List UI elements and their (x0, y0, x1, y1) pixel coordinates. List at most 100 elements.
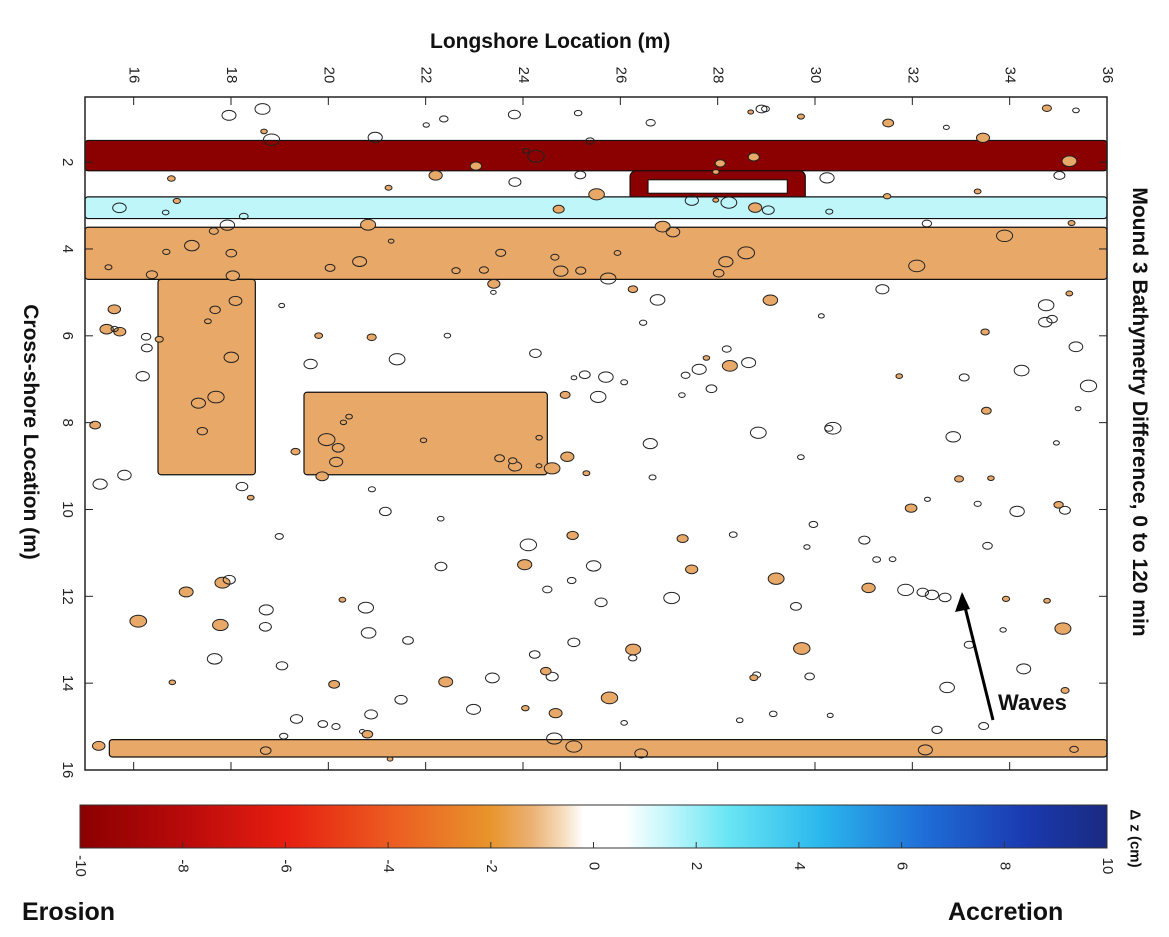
contour-speckle (1043, 597, 1051, 604)
contour-speckle (104, 264, 113, 271)
contour-speckle (519, 538, 538, 552)
contour-speckle (238, 212, 249, 220)
contour-speckle (803, 544, 811, 550)
contour-speckle (204, 318, 212, 325)
contour-speckle (550, 253, 560, 261)
contour-speckle (565, 740, 583, 753)
contour-speckle (712, 268, 725, 278)
contour-speckle (328, 679, 341, 689)
contour-speckle (897, 583, 915, 597)
y-tick-label: 2 (59, 158, 76, 166)
contour-speckle (428, 170, 443, 181)
contour-speckle (1074, 406, 1082, 412)
contour-speckle (278, 302, 286, 309)
contour-speckle (317, 433, 336, 447)
contour-speckle (654, 220, 671, 233)
contour-speckle (945, 431, 961, 443)
contour-speckle (705, 384, 718, 394)
contour-speckle (167, 175, 176, 182)
contour-speckle (908, 259, 926, 273)
x-tick-label: 34 (1002, 67, 1019, 84)
colorbar-tick-label: 0 (586, 862, 603, 870)
contour-speckle (714, 159, 726, 168)
contour-speckle (303, 358, 318, 370)
colorbar-ticks: -10 -8 -6 -4 -2 0 2 4 6 8 10 (72, 842, 1116, 877)
contour-speckle (258, 604, 274, 616)
contour-speckle (628, 654, 638, 662)
contour-speckle (553, 265, 569, 277)
contour-speckle (638, 319, 648, 326)
contour-speckle (92, 478, 108, 490)
y-tick-label: 14 (59, 675, 76, 692)
contour-speckle (208, 227, 219, 235)
contour-speckle (768, 710, 778, 718)
colorbar-tick-label: 2 (688, 862, 705, 870)
contour-speckle (540, 666, 552, 676)
contour-speckle (728, 531, 738, 538)
contour-speckle (290, 447, 301, 456)
contour-speckle (387, 238, 395, 244)
contour-speckle (274, 532, 284, 540)
contour-speckle (720, 196, 738, 209)
contour-speckle (767, 572, 785, 585)
contour-speckle (209, 305, 221, 315)
contour-speckle (858, 535, 871, 545)
colorbar-tick-label: 10 (1099, 858, 1116, 875)
contour-speckle (982, 541, 993, 550)
contour-speckle (1068, 341, 1084, 353)
y-axis-label: Cross-shore Location (m) (19, 304, 42, 560)
contour-speckle (438, 676, 454, 688)
colorbar-tick-label: -10 (72, 855, 89, 877)
contour-speckle (172, 197, 181, 205)
contour-speckle (691, 363, 707, 375)
contour-speckle (721, 345, 732, 353)
contour-speckle (314, 332, 324, 339)
contour-speckle (485, 672, 500, 684)
contour-speckle (600, 691, 619, 705)
contour-speckle (235, 481, 249, 492)
y-tick-label: 12 (59, 588, 76, 605)
contour-speckle (352, 256, 368, 268)
colorbar-tick-label: -6 (277, 859, 294, 872)
contour-speckle (1060, 687, 1070, 694)
contour-speckle (559, 390, 571, 399)
contour-speckle (367, 131, 383, 143)
contour-speckle (996, 229, 1014, 243)
contour-speckle (367, 486, 376, 493)
contour-speckle (196, 426, 208, 436)
regions-layer (84, 139, 1108, 758)
x-tick-label: 30 (807, 67, 824, 84)
contour-speckle (861, 582, 876, 594)
x-axis-label: Longshore Location (m) (430, 30, 671, 53)
contour-speckle (749, 426, 767, 439)
contour-speckle (228, 295, 243, 307)
x-tick-label: 16 (126, 67, 143, 84)
contour-speckle (178, 586, 194, 598)
contour-speckle (808, 520, 819, 528)
region-erosion-3 (84, 226, 1108, 280)
contour-speckle (394, 694, 408, 705)
contour-speckle (924, 589, 940, 601)
contour-speckle (684, 195, 699, 206)
contour-speckle (1065, 290, 1074, 297)
contour-speckle (1041, 104, 1052, 112)
contour-speckles (89, 103, 1098, 762)
colorbar-tick-label: 6 (894, 862, 911, 870)
contour-speckle (702, 355, 711, 361)
contour-speckle (824, 421, 842, 435)
contour-speckle (975, 132, 991, 143)
contour-speckle (888, 556, 897, 563)
contour-speckle (443, 332, 452, 339)
contour-speckle (545, 671, 559, 682)
contour-speckle (258, 621, 272, 632)
contour-speckle (762, 294, 779, 306)
contour-speckle (451, 267, 461, 275)
contour-speckle (345, 413, 353, 420)
contour-speckle (981, 406, 992, 415)
contour-speckle (91, 740, 106, 751)
contour-speckle (262, 133, 281, 146)
contour-speckle (145, 270, 158, 280)
contour-speckle (620, 719, 628, 726)
region-erosion-0 (84, 139, 1108, 172)
contour-speckle (434, 561, 448, 572)
